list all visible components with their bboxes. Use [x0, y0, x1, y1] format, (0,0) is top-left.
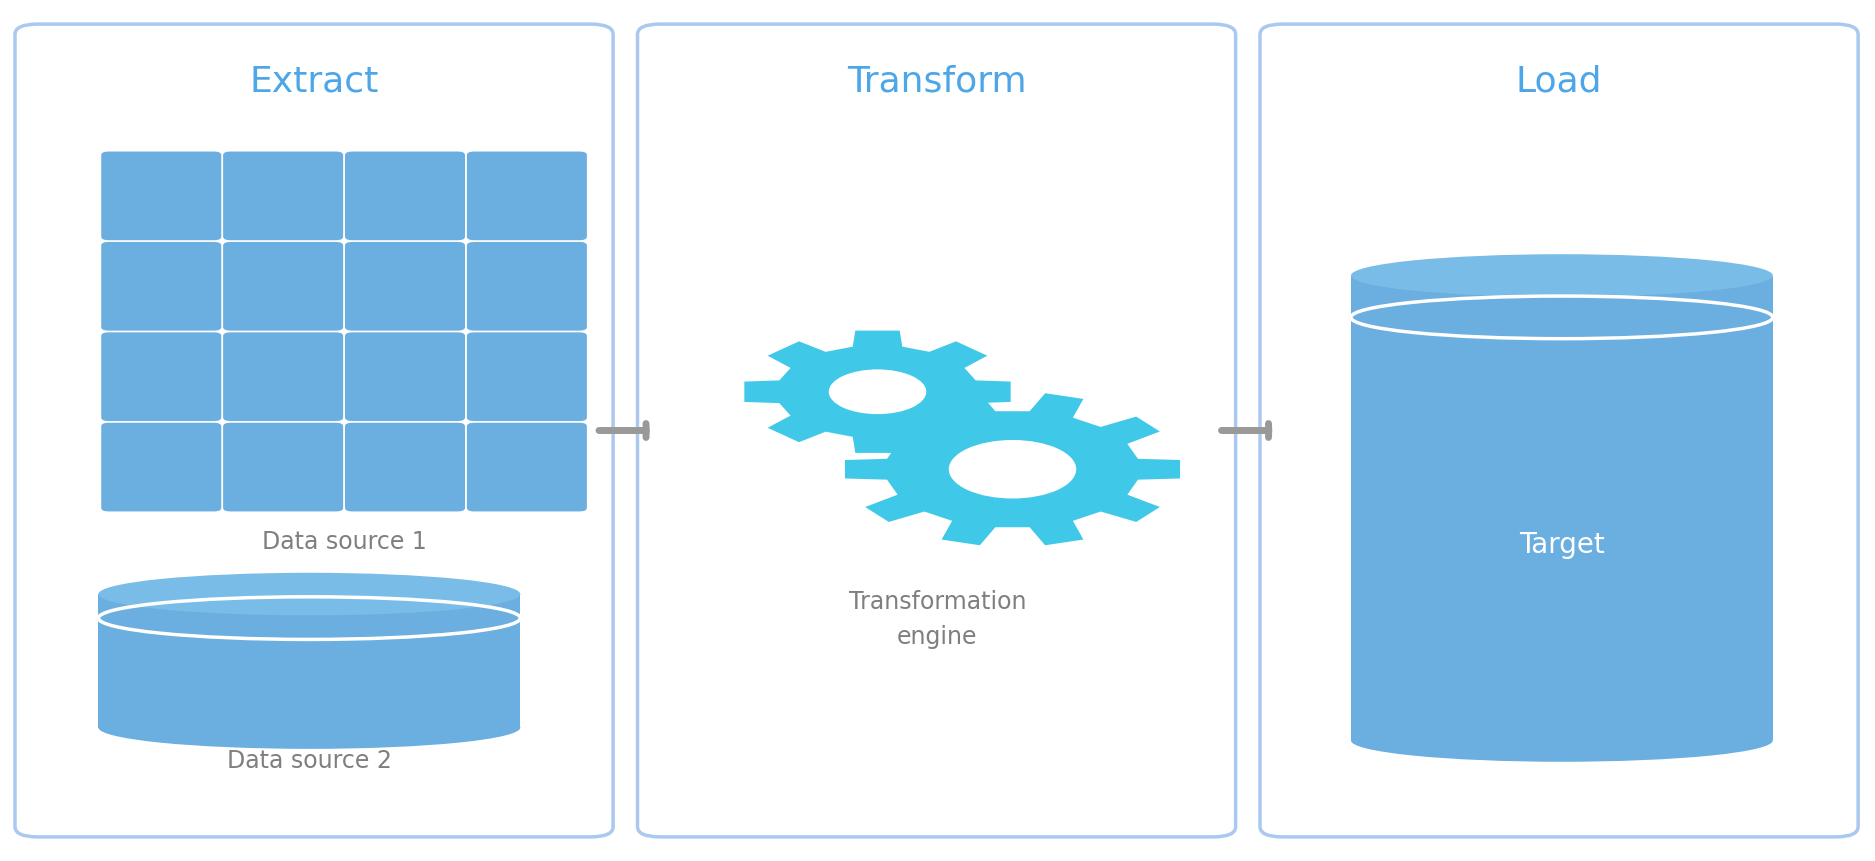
- FancyBboxPatch shape: [345, 242, 465, 331]
- Text: Load: Load: [1515, 65, 1603, 99]
- FancyBboxPatch shape: [467, 332, 587, 421]
- Polygon shape: [744, 331, 1011, 453]
- FancyBboxPatch shape: [101, 152, 221, 240]
- FancyBboxPatch shape: [15, 24, 613, 837]
- Text: Transformation
engine: Transformation engine: [849, 590, 1026, 649]
- FancyBboxPatch shape: [223, 423, 343, 511]
- Ellipse shape: [99, 573, 521, 616]
- FancyBboxPatch shape: [223, 332, 343, 421]
- FancyBboxPatch shape: [345, 152, 465, 240]
- FancyBboxPatch shape: [223, 152, 343, 240]
- Ellipse shape: [949, 440, 1076, 499]
- FancyBboxPatch shape: [638, 24, 1236, 837]
- Bar: [99, 594, 521, 728]
- Ellipse shape: [99, 706, 521, 749]
- Text: Transform: Transform: [848, 65, 1026, 99]
- FancyBboxPatch shape: [101, 423, 221, 511]
- Polygon shape: [846, 393, 1179, 545]
- FancyBboxPatch shape: [223, 242, 343, 331]
- Text: Data source 1: Data source 1: [262, 530, 426, 554]
- FancyBboxPatch shape: [345, 423, 465, 511]
- Ellipse shape: [1350, 254, 1774, 297]
- Text: Extract: Extract: [249, 65, 379, 99]
- Bar: [1350, 276, 1772, 740]
- FancyBboxPatch shape: [467, 423, 587, 511]
- FancyBboxPatch shape: [467, 242, 587, 331]
- FancyBboxPatch shape: [345, 332, 465, 421]
- Text: Target: Target: [1519, 531, 1605, 559]
- Ellipse shape: [829, 369, 926, 414]
- FancyBboxPatch shape: [1260, 24, 1858, 837]
- FancyBboxPatch shape: [101, 242, 221, 331]
- FancyBboxPatch shape: [467, 152, 587, 240]
- FancyBboxPatch shape: [101, 332, 221, 421]
- Ellipse shape: [1350, 719, 1774, 762]
- Text: Data source 2: Data source 2: [227, 749, 392, 773]
